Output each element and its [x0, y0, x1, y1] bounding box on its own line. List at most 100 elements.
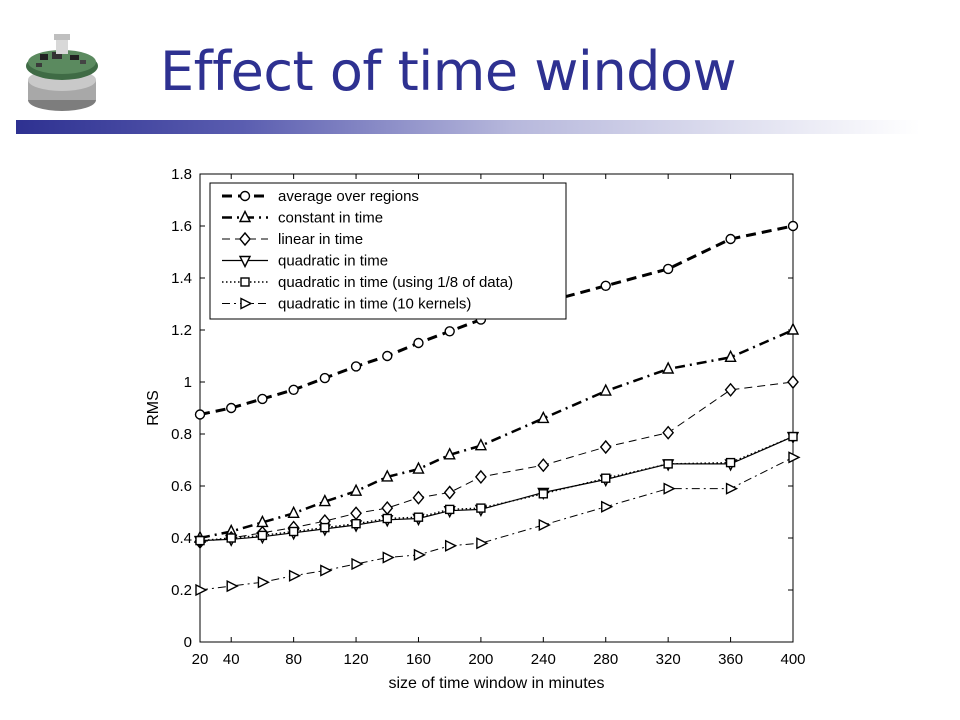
y-tick-label: 0.8	[171, 426, 192, 443]
series-5	[195, 431, 798, 546]
data-point	[786, 322, 800, 335]
data-point	[288, 569, 302, 582]
data-point	[288, 384, 299, 396]
series-6	[195, 451, 801, 597]
x-tick-label: 320	[656, 651, 681, 668]
data-point	[382, 513, 392, 524]
data-point	[226, 402, 237, 414]
data-point	[663, 482, 676, 495]
data-point	[476, 537, 489, 550]
data-point	[662, 263, 674, 275]
data-point	[725, 233, 736, 245]
y-tick-label: 1.2	[171, 322, 192, 339]
y-tick-label: 1.4	[171, 270, 192, 287]
data-point	[287, 505, 300, 518]
legend-box	[209, 182, 567, 320]
data-point	[350, 361, 362, 372]
data-point	[444, 504, 455, 515]
data-point	[382, 551, 395, 564]
data-point	[537, 458, 550, 473]
data-point	[320, 522, 330, 533]
page-title: Effect of time window	[160, 40, 737, 103]
rms-line-chart: 20 40 80 120 160 200 240 280 320 360 400 0 0.2 0.4 0.6…	[145, 166, 806, 692]
data-point	[724, 349, 737, 363]
series-4	[193, 431, 800, 549]
data-point	[226, 579, 239, 593]
data-point	[788, 431, 798, 442]
data-point	[381, 469, 394, 482]
data-point	[474, 438, 488, 451]
data-point	[725, 457, 736, 468]
legend-item-label: quadratic in time	[278, 253, 388, 270]
x-tick-label: 360	[718, 651, 743, 668]
y-tick-label: 0.6	[171, 478, 192, 495]
data-point	[443, 447, 456, 460]
x-tick-label: 240	[531, 651, 556, 668]
data-point	[226, 533, 236, 543]
y-tick-label: 1.6	[171, 218, 192, 235]
data-point	[288, 526, 299, 537]
legend: average over regions constant in time line…	[209, 182, 567, 320]
data-point	[444, 539, 458, 552]
y-tick-label: 0	[184, 634, 192, 651]
x-tick-label: 120	[344, 651, 369, 668]
data-point	[412, 461, 425, 474]
data-point	[195, 535, 205, 546]
plot-frame	[199, 173, 794, 643]
data-point	[476, 503, 486, 513]
legend-item-label: average over regions	[278, 188, 419, 205]
data-point	[382, 350, 393, 362]
data-point	[787, 220, 799, 232]
data-point	[787, 374, 799, 390]
data-point	[381, 501, 394, 516]
x-tick-label: 400	[780, 651, 805, 668]
x-tick-label: 160	[406, 651, 431, 668]
x-tick-label: 280	[593, 651, 618, 668]
data-point	[599, 439, 612, 455]
data-point	[788, 451, 801, 464]
data-point	[444, 326, 455, 337]
legend-marker	[240, 297, 253, 310]
data-point	[663, 459, 673, 469]
legend-item-label: constant in time	[278, 210, 383, 227]
x-tick-label: 20	[192, 651, 209, 668]
data-point	[601, 473, 611, 483]
x-tick-label: 40	[223, 651, 240, 668]
data-point	[725, 482, 739, 495]
series-3	[194, 374, 799, 549]
data-point	[349, 483, 363, 496]
data-point	[662, 425, 675, 440]
title-underline-bar	[16, 120, 920, 134]
data-point	[351, 519, 361, 529]
data-point	[257, 393, 268, 405]
data-point	[599, 383, 612, 396]
data-point	[600, 280, 611, 292]
x-tick-label: 80	[285, 651, 302, 668]
data-point	[412, 490, 425, 505]
data-point	[474, 469, 487, 484]
legend-marker	[240, 277, 250, 287]
data-point	[194, 409, 206, 420]
y-tick-label: 0.2	[171, 582, 192, 599]
data-point	[257, 530, 268, 541]
legend-marker	[238, 255, 252, 269]
legend-marker	[239, 190, 251, 202]
sensor-mote-icon	[26, 34, 98, 111]
legend-marker	[238, 209, 252, 223]
series-line	[199, 224, 794, 416]
data-point	[318, 494, 331, 507]
data-point	[538, 518, 551, 532]
data-point	[538, 489, 549, 499]
legend-item-label: linear in time	[278, 231, 363, 248]
data-point	[443, 485, 456, 500]
data-point	[351, 557, 364, 571]
data-point	[320, 564, 333, 577]
x-axis-label: size of time window in minutes	[388, 675, 604, 692]
data-point	[350, 506, 362, 521]
legend-item-label: quadratic in time (10 kernels)	[278, 296, 471, 313]
series-line	[199, 435, 794, 542]
data-point	[662, 361, 675, 374]
y-axis-label: RMS	[145, 390, 162, 426]
y-tick-label: 1.8	[171, 166, 192, 183]
data-point	[257, 576, 270, 589]
